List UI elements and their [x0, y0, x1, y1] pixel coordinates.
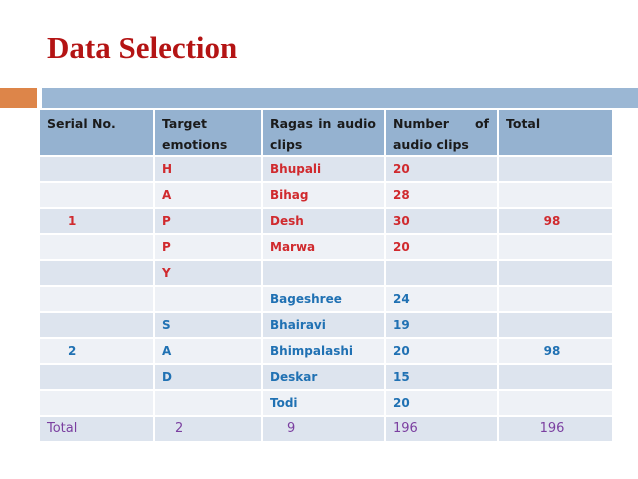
cell-count: 30 — [386, 209, 497, 233]
cell-total — [499, 391, 612, 415]
cell-emotion: A — [155, 339, 261, 363]
cell-serial — [40, 287, 153, 311]
cell-serial — [40, 157, 153, 181]
cell-raga: Deskar — [263, 365, 384, 389]
header-line: Number of — [393, 113, 489, 134]
total-row-label: Total — [40, 417, 153, 441]
cell-raga: Bageshree — [263, 287, 384, 311]
page-title: Data Selection — [47, 30, 238, 65]
cell-total: 98 — [499, 339, 612, 363]
accent-bar-orange — [0, 88, 37, 108]
grand-total: 196 — [499, 417, 612, 441]
cell-raga: Marwa — [263, 235, 384, 259]
cell-emotion — [155, 287, 261, 311]
cell-raga: Desh — [263, 209, 384, 233]
cell-total — [499, 183, 612, 207]
header-line: clips — [270, 137, 303, 152]
header-word: audio — [336, 116, 376, 131]
cell-emotion: Y — [155, 261, 261, 285]
cell-serial — [40, 235, 153, 259]
cell-serial — [40, 391, 153, 415]
cell-raga: Bihag — [263, 183, 384, 207]
cell-emotion: H — [155, 157, 261, 181]
cell-raga — [263, 261, 384, 285]
total-audio-clips-count: 196 — [386, 417, 497, 441]
cell-count: 20 — [386, 235, 497, 259]
cell-emotion — [155, 391, 261, 415]
cell-emotion: A — [155, 183, 261, 207]
cell-emotion: S — [155, 313, 261, 337]
cell-count: 15 — [386, 365, 497, 389]
cell-serial — [40, 365, 153, 389]
header-line: Ragas in audio — [270, 113, 376, 134]
total-emotions-count: 2 — [155, 417, 261, 441]
column-header-total: Total — [499, 110, 612, 155]
cell-count: 19 — [386, 313, 497, 337]
cell-raga: Bhairavi — [263, 313, 384, 337]
cell-total — [499, 235, 612, 259]
cell-serial: 2 — [40, 339, 153, 363]
cell-count: 20 — [386, 391, 497, 415]
header-line: audio clips — [393, 137, 469, 152]
header-line: Target — [162, 116, 207, 131]
cell-serial — [40, 261, 153, 285]
cell-count — [386, 261, 497, 285]
cell-total — [499, 313, 612, 337]
header-word: of — [474, 116, 489, 131]
cell-serial: 1 — [40, 209, 153, 233]
cell-emotion: P — [155, 235, 261, 259]
cell-emotion: P — [155, 209, 261, 233]
data-selection-table: Serial No. Target emotions Ragas in audi… — [40, 110, 612, 441]
header-label: Serial No. — [47, 116, 116, 131]
cell-count: 20 — [386, 157, 497, 181]
cell-total: 98 — [499, 209, 612, 233]
header-label: Total — [506, 116, 541, 131]
cell-total — [499, 157, 612, 181]
cell-total — [499, 261, 612, 285]
column-header-number-of-clips: Number of audio clips — [386, 110, 497, 155]
column-header-serial-no: Serial No. — [40, 110, 153, 155]
header-word: Ragas — [270, 116, 313, 131]
cell-raga: Bhupali — [263, 157, 384, 181]
column-header-ragas: Ragas in audio clips — [263, 110, 384, 155]
cell-raga: Bhimpalashi — [263, 339, 384, 363]
cell-serial — [40, 313, 153, 337]
cell-count: 24 — [386, 287, 497, 311]
cell-serial — [40, 183, 153, 207]
column-header-target-emotions: Target emotions — [155, 110, 261, 155]
cell-total — [499, 287, 612, 311]
accent-bar-blue — [42, 88, 638, 108]
cell-emotion: D — [155, 365, 261, 389]
cell-raga: Todi — [263, 391, 384, 415]
cell-count: 28 — [386, 183, 497, 207]
header-word: in — [318, 116, 332, 131]
cell-count: 20 — [386, 339, 497, 363]
header-word: Number — [393, 116, 449, 131]
total-ragas-count: 9 — [263, 417, 384, 441]
header-line: emotions — [162, 137, 228, 152]
cell-total — [499, 365, 612, 389]
